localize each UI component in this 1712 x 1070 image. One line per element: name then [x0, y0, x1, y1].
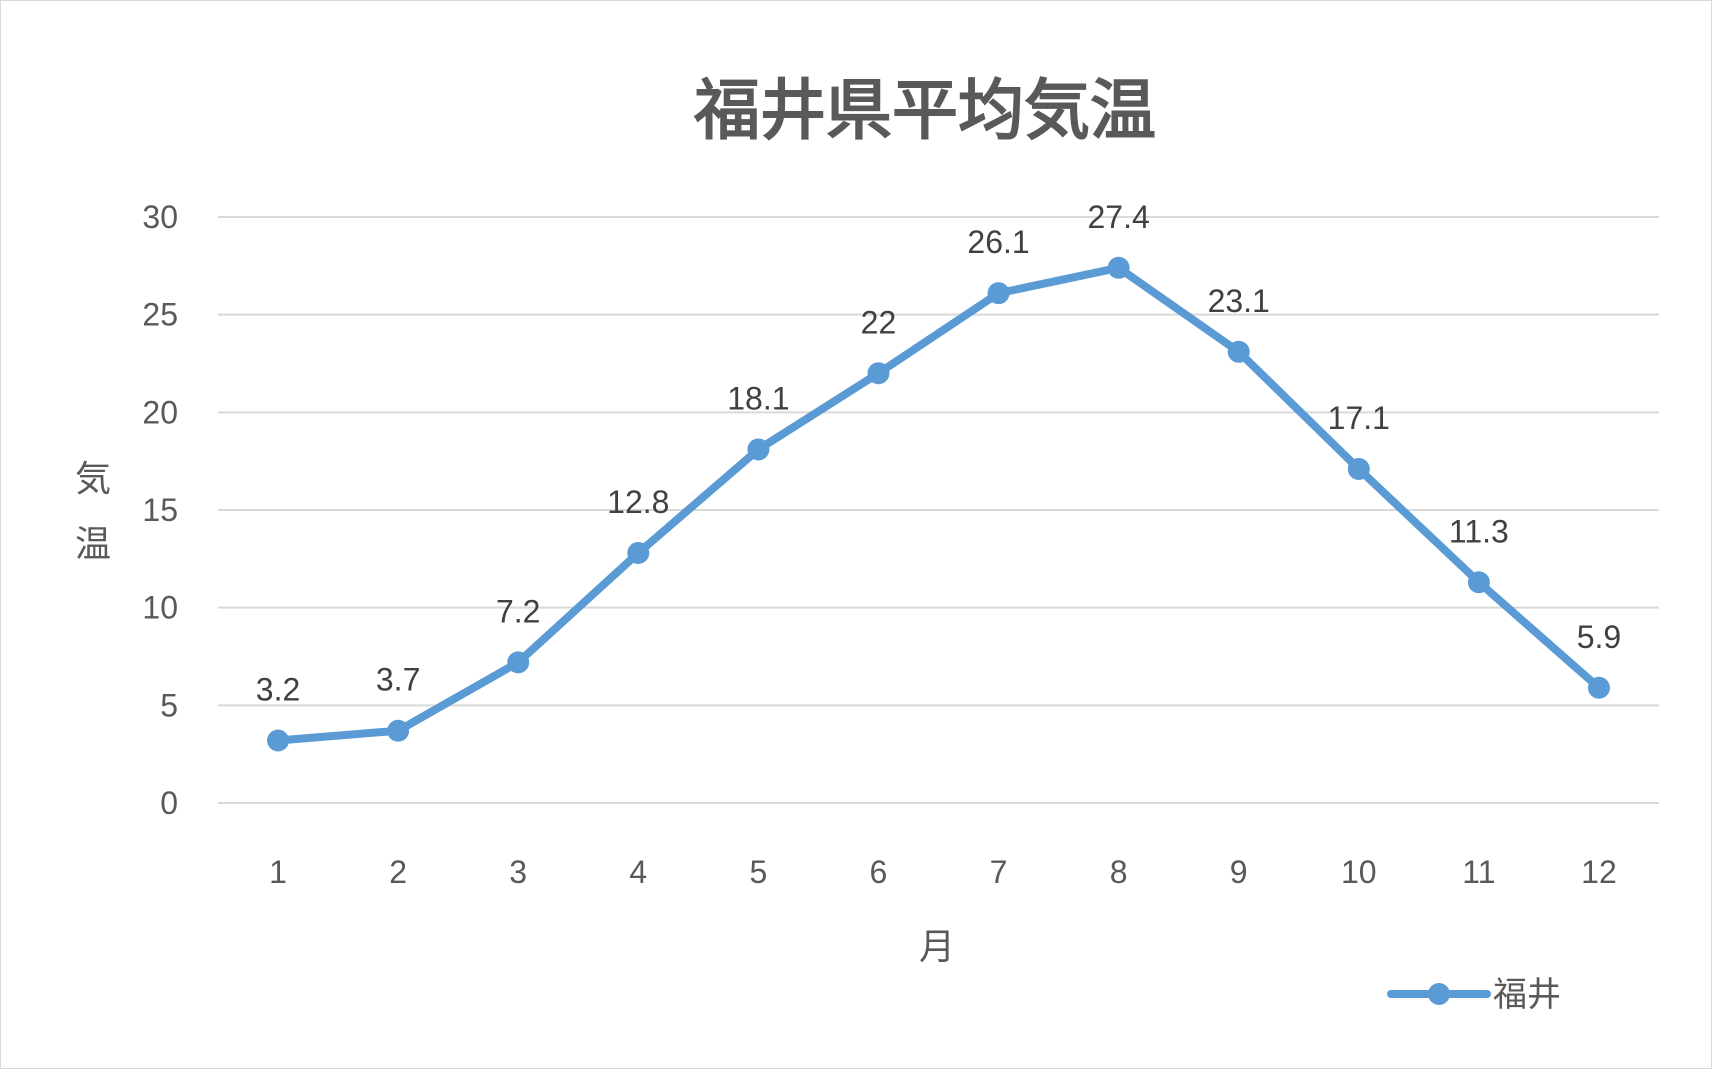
- x-axis-title: 月: [919, 927, 955, 968]
- y-tick-label: 25: [142, 297, 178, 333]
- data-point: [507, 651, 529, 673]
- y-tick-label: 15: [142, 492, 178, 528]
- legend-label-fukui: 福井: [1493, 975, 1561, 1015]
- y-tick-label: 20: [142, 394, 178, 430]
- x-tick-label: 8: [1110, 854, 1128, 890]
- x-tick-label: 9: [1230, 854, 1248, 890]
- data-point: [747, 438, 769, 460]
- x-tick-label: 1: [269, 854, 287, 890]
- x-axis-ticks: 1 2 3 4 5 6 7 8 9 10 11 12: [269, 854, 1617, 890]
- data-point: [267, 729, 289, 751]
- y-axis-title: 気温: [75, 459, 111, 565]
- y-tick-label: 10: [142, 590, 178, 626]
- data-label: 3.7: [376, 662, 420, 698]
- chart-title: 福井県平均気温: [693, 72, 1156, 149]
- x-tick-label: 2: [389, 854, 407, 890]
- data-label: 23.1: [1208, 283, 1270, 319]
- data-label: 3.2: [256, 671, 300, 707]
- data-point: [1588, 677, 1610, 699]
- series-fukui: [267, 257, 1610, 752]
- x-tick-label: 12: [1581, 854, 1617, 890]
- data-point: [867, 362, 889, 384]
- data-label: 5.9: [1577, 619, 1621, 655]
- x-tick-label: 3: [509, 854, 527, 890]
- data-point: [1348, 458, 1370, 480]
- y-tick-label: 0: [160, 785, 178, 821]
- x-tick-label: 11: [1462, 854, 1495, 890]
- data-label: 18.1: [727, 380, 789, 416]
- series-line: [278, 268, 1599, 741]
- legend: 福井: [1391, 975, 1561, 1015]
- data-point: [627, 542, 649, 564]
- data-point: [1108, 257, 1130, 279]
- gridlines: [218, 217, 1659, 803]
- data-labels: 3.2 3.7 7.2 12.8 18.1 22 26.1 27.4 23.1 17.1 11.3 5…: [256, 199, 1621, 708]
- data-label: 12.8: [607, 484, 669, 520]
- data-label: 27.4: [1087, 199, 1149, 235]
- x-tick-label: 7: [990, 854, 1008, 890]
- data-label: 17.1: [1328, 400, 1390, 436]
- x-tick-label: 5: [749, 854, 767, 890]
- data-label: 7.2: [496, 593, 540, 629]
- legend-marker: [1428, 983, 1450, 1005]
- x-tick-label: 10: [1341, 854, 1377, 890]
- x-tick-label: 6: [870, 854, 888, 890]
- y-tick-label: 30: [142, 199, 178, 235]
- data-point: [988, 282, 1010, 304]
- data-label: 11.3: [1449, 513, 1509, 549]
- data-label: 26.1: [967, 224, 1029, 260]
- data-label: 22: [861, 304, 897, 340]
- data-point: [1228, 341, 1250, 363]
- y-tick-label: 5: [160, 687, 178, 723]
- x-tick-label: 4: [629, 854, 647, 890]
- data-point: [387, 720, 409, 742]
- y-axis-ticks: 0 5 10 15 20 25 30: [142, 199, 178, 821]
- data-point: [1468, 571, 1490, 593]
